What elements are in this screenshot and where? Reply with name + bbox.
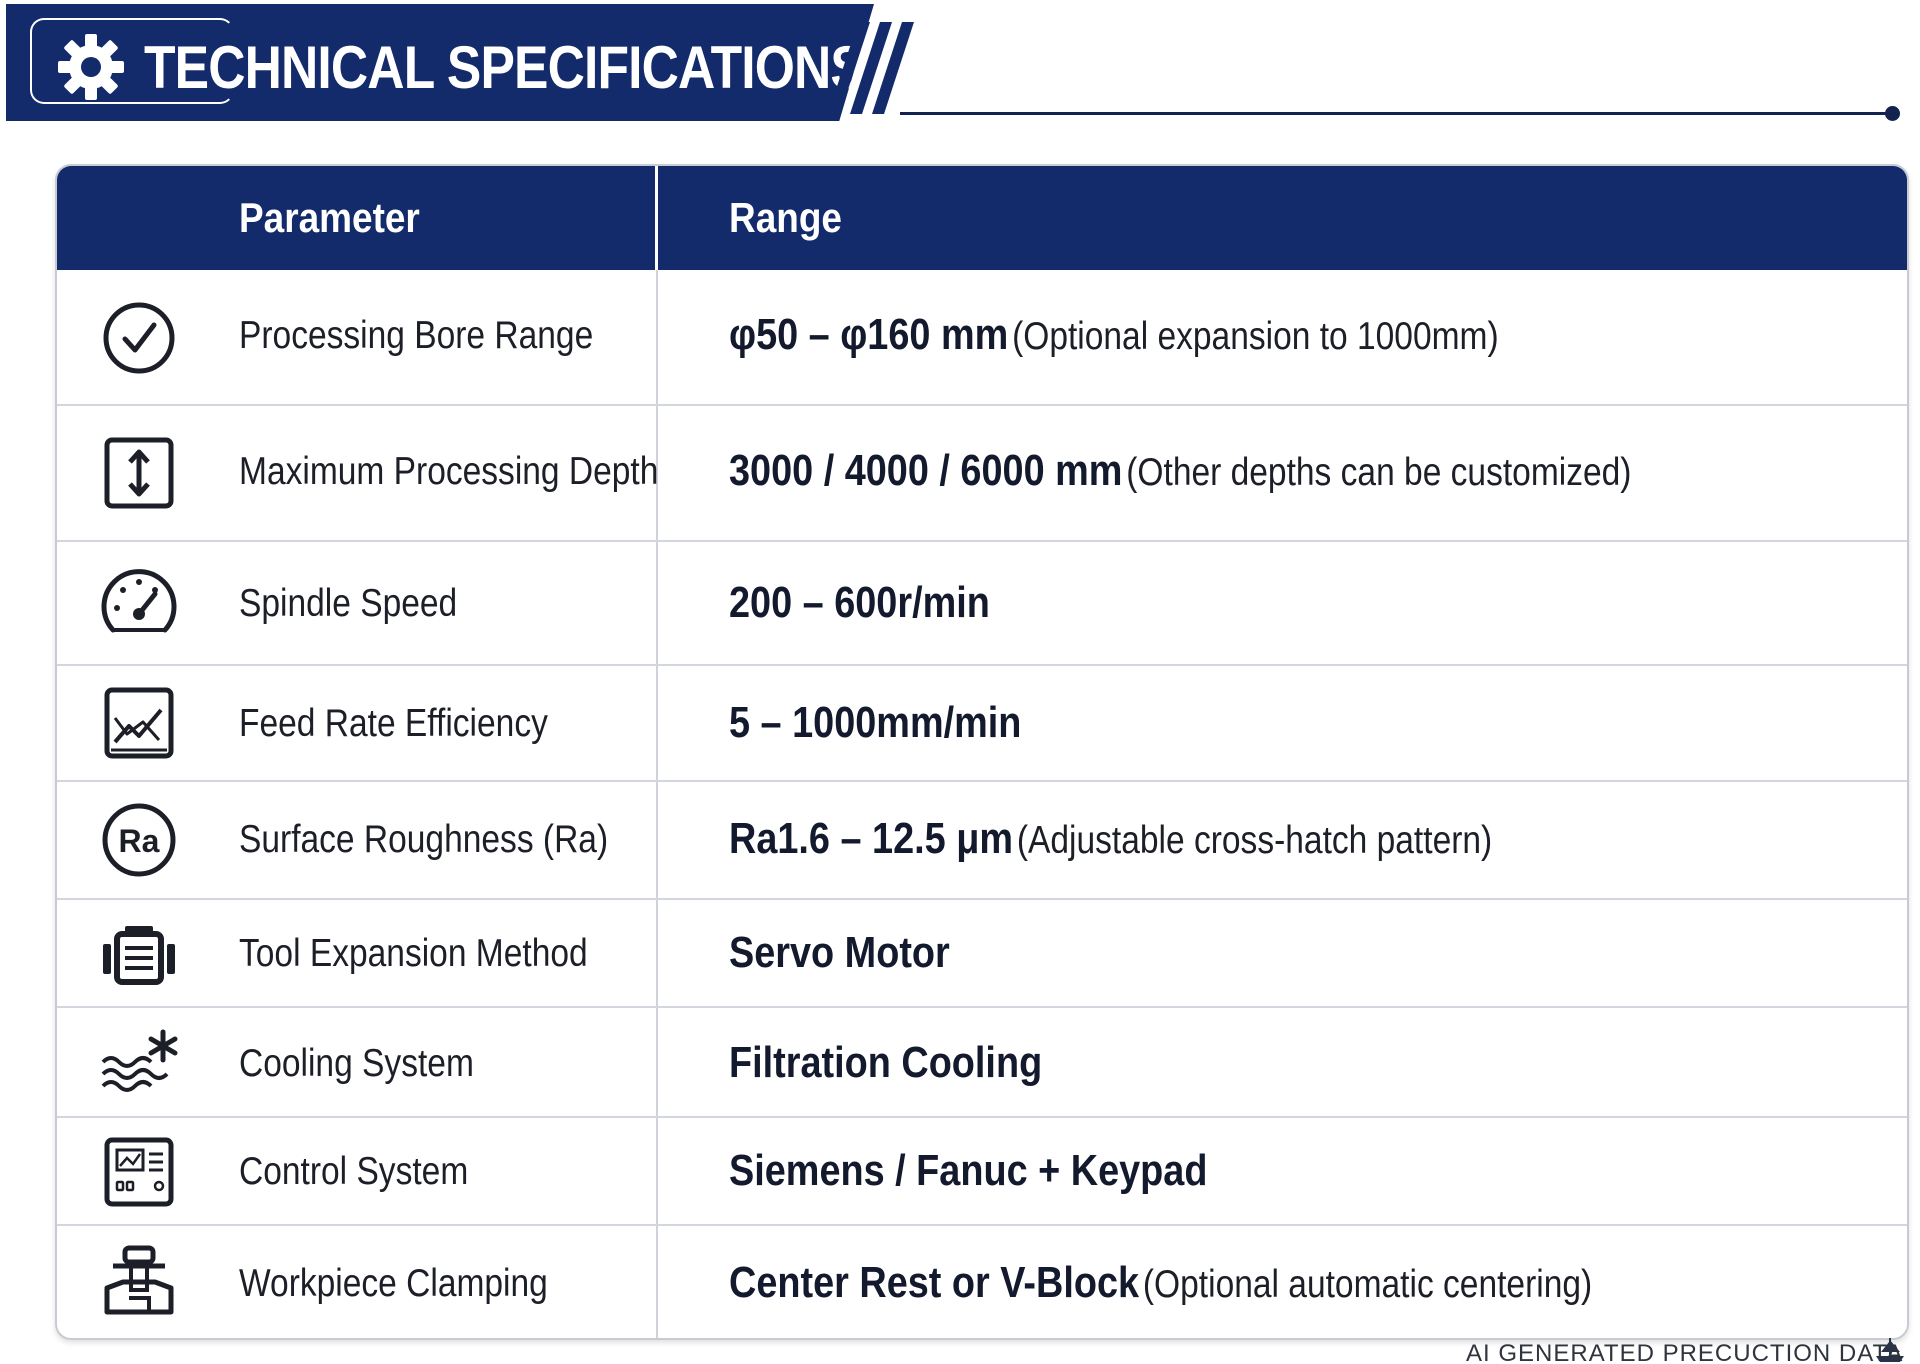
svg-text:Ra: Ra <box>119 823 160 859</box>
range-value: Ra1.6 – 12.5 μm (Adjustable cross-hatch … <box>729 814 1492 864</box>
clamp-icon <box>95 1238 183 1326</box>
check-circle-icon <box>95 294 183 382</box>
range-value: 3000 / 4000 / 6000 mm (Other depths can … <box>729 446 1631 496</box>
table-row: Workpiece Clamping Center Rest or V-Bloc… <box>57 1226 1907 1338</box>
table-row: Processing Bore Range φ50 – φ160 mm (Opt… <box>57 270 1907 406</box>
parameter-label: Tool Expansion Method <box>239 932 588 975</box>
table-row: Control System Siemens / Fanuc + Keypad <box>57 1118 1907 1226</box>
range-main: 5 – 1000mm/min <box>729 698 1022 747</box>
trend-chart-icon <box>95 680 183 768</box>
range-main: 200 – 600r/min <box>729 578 990 627</box>
slash-decoration <box>828 22 928 114</box>
range-value: 5 – 1000mm/min <box>729 698 1021 748</box>
table-row: Maximum Processing Depth 3000 / 4000 / 6… <box>57 406 1907 542</box>
header-rule-dot <box>1885 106 1900 121</box>
column-divider <box>656 270 658 1338</box>
range-value: φ50 – φ160 mm (Optional expansion to 100… <box>729 310 1499 360</box>
range-main: Center Rest or V-Block <box>729 1258 1140 1307</box>
range-note: (Other depths can be customized) <box>1126 451 1632 494</box>
control-panel-icon <box>95 1128 183 1216</box>
parameter-label: Processing Bore Range <box>239 314 594 357</box>
range-main: 3000 / 4000 / 6000 mm <box>729 446 1123 495</box>
parameter-label: Spindle Speed <box>239 582 458 625</box>
table-row: Cooling System Filtration Cooling <box>57 1008 1907 1118</box>
range-value: Siemens / Fanuc + Keypad <box>729 1146 1207 1196</box>
speedometer-icon <box>95 560 183 648</box>
parameter-label: Surface Roughness (Ra) <box>239 818 609 861</box>
table-row: Ra Surface Roughness (Ra) Ra1.6 – 12.5 μ… <box>57 782 1907 900</box>
ship-logo-icon <box>1872 1336 1908 1364</box>
gear-icon <box>56 32 126 102</box>
servo-motor-icon <box>95 910 183 998</box>
range-note: (Optional expansion to 1000mm) <box>1012 315 1499 358</box>
parameter-label: Workpiece Clamping <box>239 1262 548 1305</box>
footer-note: AI GENERATED PRECUCTION DATA <box>1466 1340 1904 1364</box>
range-main: φ50 – φ160 mm <box>729 310 1009 359</box>
range-value: Servo Motor <box>729 928 950 978</box>
header-banner: TECHNICAL SPECIFICATIONS <box>6 4 874 121</box>
table-row: Tool Expansion Method Servo Motor <box>57 900 1907 1008</box>
table-row: Feed Rate Efficiency 5 – 1000mm/min <box>57 666 1907 782</box>
column-header-parameter: Parameter <box>239 194 420 241</box>
table-header: Parameter Range <box>57 166 1907 270</box>
range-main: Filtration Cooling <box>729 1038 1043 1087</box>
page-title: TECHNICAL SPECIFICATIONS <box>144 34 865 101</box>
ra-roughness-icon: Ra <box>95 796 183 884</box>
range-main: Ra1.6 – 12.5 μm <box>729 814 1014 863</box>
range-note: (Optional automatic centering) <box>1142 1263 1593 1306</box>
header-divider <box>655 166 658 270</box>
range-main: Servo Motor <box>729 928 950 977</box>
parameter-label: Maximum Processing Depth <box>239 450 659 493</box>
range-value: Filtration Cooling <box>729 1038 1042 1088</box>
spec-table: Parameter Range Processing Bore Range φ5… <box>55 164 1909 1340</box>
range-value: Center Rest or V-Block (Optional automat… <box>729 1258 1592 1308</box>
table-row: Spindle Speed 200 – 600r/min <box>57 542 1907 666</box>
range-value: 200 – 600r/min <box>729 578 990 628</box>
title-frame <box>30 18 234 104</box>
parameter-label: Feed Rate Efficiency <box>239 702 548 745</box>
header-rule <box>900 112 1892 115</box>
vertical-arrow-icon <box>95 430 183 518</box>
range-main: Siemens / Fanuc + Keypad <box>729 1146 1208 1195</box>
parameter-label: Control System <box>239 1150 469 1193</box>
parameter-label: Cooling System <box>239 1042 474 1085</box>
range-note: (Adjustable cross-hatch pattern) <box>1016 819 1493 862</box>
cooling-waves-icon <box>95 1018 183 1106</box>
column-header-range: Range <box>729 194 842 241</box>
